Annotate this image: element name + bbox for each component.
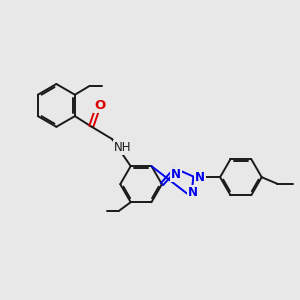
Text: NH: NH — [113, 141, 131, 154]
Text: N: N — [188, 186, 198, 199]
Text: O: O — [94, 99, 105, 112]
Text: N: N — [171, 168, 181, 181]
Text: N: N — [195, 171, 205, 184]
